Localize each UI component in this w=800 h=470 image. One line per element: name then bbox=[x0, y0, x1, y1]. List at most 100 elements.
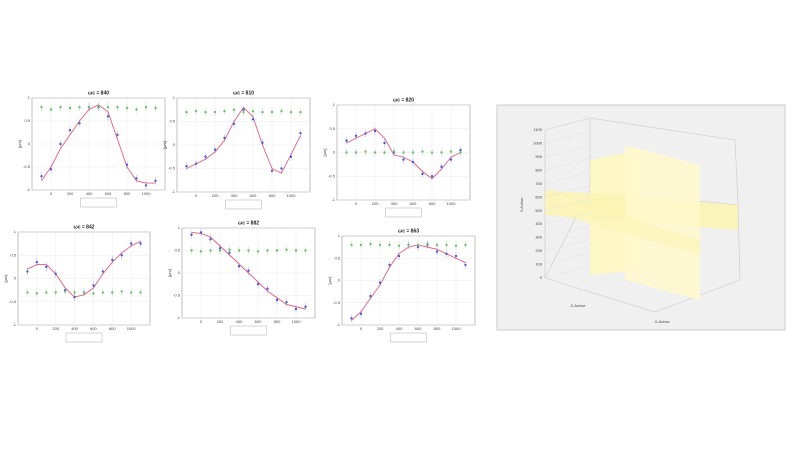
x-tick-label: 1000 bbox=[287, 193, 297, 198]
x-tick-label: 600 bbox=[255, 319, 262, 324]
data-point bbox=[129, 242, 133, 245]
y-tick-label: -0.5 bbox=[333, 300, 341, 305]
data-point bbox=[440, 151, 443, 154]
legend bbox=[80, 197, 117, 208]
data-point bbox=[144, 184, 148, 187]
data-point bbox=[454, 244, 458, 247]
data-point bbox=[430, 151, 434, 154]
data-point bbox=[402, 158, 405, 161]
data-point bbox=[232, 108, 236, 111]
data-point bbox=[190, 233, 193, 236]
y-tick-label: 1000 bbox=[533, 141, 543, 146]
x-tick-label: 1000 bbox=[127, 326, 137, 331]
data-point bbox=[49, 108, 53, 111]
data-point bbox=[40, 175, 43, 178]
data-point bbox=[256, 283, 260, 286]
data-point bbox=[106, 115, 110, 118]
data-point bbox=[101, 291, 105, 294]
data-point bbox=[125, 106, 129, 110]
x-tick-label: 400 bbox=[86, 191, 93, 196]
chart-title: ωc = 882 bbox=[238, 220, 259, 226]
data-point bbox=[92, 292, 95, 295]
data-point bbox=[350, 243, 353, 247]
y-tick-label: 0 bbox=[173, 142, 176, 147]
data-point bbox=[116, 133, 119, 136]
data-point bbox=[261, 110, 264, 114]
y-tick-label: 100 bbox=[535, 262, 542, 267]
y-tick-label: 1 bbox=[173, 95, 176, 100]
data-point bbox=[397, 254, 401, 258]
data-point bbox=[213, 148, 217, 151]
y-tick-label: 0.5 bbox=[329, 126, 335, 131]
data-point bbox=[369, 294, 372, 298]
data-point bbox=[199, 231, 203, 234]
legend bbox=[225, 199, 262, 210]
data-point bbox=[232, 122, 236, 126]
data-point bbox=[445, 243, 448, 247]
data-point bbox=[213, 110, 217, 114]
data-point bbox=[204, 110, 207, 114]
y-tick-label: -1 bbox=[171, 189, 175, 194]
data-point bbox=[402, 151, 405, 154]
chart-title: ωc = 810 bbox=[233, 90, 254, 96]
data-point bbox=[54, 291, 57, 294]
y-axis-label: [µm] bbox=[167, 269, 172, 277]
data-point bbox=[459, 151, 462, 154]
x-tick-label: 800 bbox=[429, 201, 436, 206]
y-tick-label: -1 bbox=[331, 197, 335, 202]
data-point bbox=[54, 272, 57, 276]
data-point bbox=[120, 290, 123, 293]
data-point bbox=[378, 243, 382, 247]
data-point bbox=[464, 263, 467, 267]
data-point bbox=[204, 155, 207, 158]
y-tick-label: 0.5 bbox=[24, 118, 30, 123]
chart-title: ωc = 842 bbox=[73, 224, 94, 230]
data-point bbox=[194, 162, 198, 165]
x-tick-label: 1000 bbox=[447, 201, 457, 206]
x-tick-label: 400 bbox=[231, 193, 238, 198]
data-point bbox=[435, 250, 439, 253]
data-point bbox=[294, 249, 298, 252]
data-point bbox=[266, 287, 269, 290]
x-tick-label: 800 bbox=[109, 326, 116, 331]
y-tick-label: -0.5 bbox=[328, 173, 336, 178]
data-point bbox=[430, 175, 434, 178]
data-point bbox=[373, 129, 377, 133]
x-tick-label: 200 bbox=[217, 319, 224, 324]
data-point bbox=[242, 110, 245, 114]
data-point bbox=[392, 150, 396, 153]
data-point bbox=[106, 106, 110, 109]
y-tick-label: 600 bbox=[535, 194, 542, 199]
y-tick-label: -1 bbox=[176, 315, 180, 320]
data-point bbox=[223, 136, 226, 140]
y-tick-label: -1 bbox=[12, 322, 16, 327]
data-point bbox=[383, 151, 386, 154]
y-tick-label: -0.5 bbox=[23, 164, 31, 169]
y-tick-label: 900 bbox=[535, 154, 542, 159]
y-tick-label: -0.5 bbox=[9, 299, 17, 304]
slice-plane bbox=[560, 195, 700, 255]
y-tick-label: 800 bbox=[535, 167, 542, 172]
data-point bbox=[294, 307, 298, 311]
data-point bbox=[364, 150, 367, 153]
data-point bbox=[135, 177, 138, 180]
x-tick-label: 600 bbox=[105, 191, 112, 196]
data-point bbox=[266, 249, 269, 252]
data-point bbox=[26, 291, 29, 294]
y-tick-label: 0 bbox=[333, 150, 336, 155]
data-point bbox=[73, 295, 76, 299]
y-tick-label: 1 bbox=[338, 233, 341, 238]
y-tick-label: -1 bbox=[336, 322, 340, 327]
x-tick-label: 600 bbox=[250, 193, 257, 198]
data-point bbox=[289, 155, 293, 158]
data-point bbox=[190, 249, 193, 252]
data-point bbox=[345, 139, 348, 142]
data-point bbox=[49, 168, 53, 171]
data-point bbox=[350, 317, 353, 320]
data-point bbox=[92, 284, 95, 287]
data-point bbox=[125, 163, 129, 166]
data-point bbox=[454, 254, 458, 258]
data-point bbox=[45, 265, 48, 269]
data-point bbox=[199, 250, 203, 253]
chart-title: ωc = 840 bbox=[88, 90, 109, 96]
